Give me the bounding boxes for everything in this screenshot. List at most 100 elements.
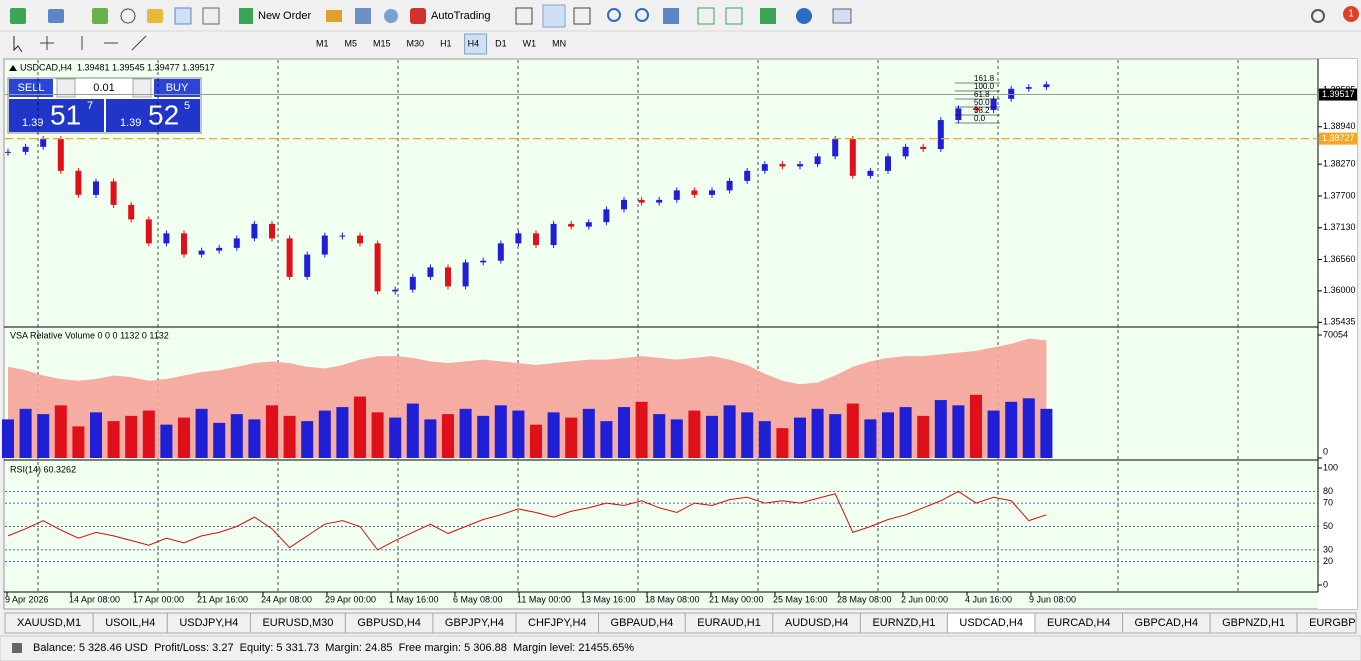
candle [779,164,786,167]
volume-bar [864,419,877,458]
volume-bar [424,419,437,458]
icon[interactable] [725,7,743,25]
icon[interactable] [384,9,398,23]
candle [22,146,29,152]
timeframe[interactable]: M5 [345,38,358,48]
x-tick-label: 28 May 08:00 [837,594,892,604]
buy-price-box[interactable] [106,99,200,132]
volume-bar [618,407,630,458]
volume-bar [494,405,507,458]
volume-bar [811,408,824,458]
volume-bar [582,408,595,458]
auto-trading[interactable]: AutoTrading [431,10,491,22]
timeframe[interactable]: M15 [373,38,391,48]
timeframe[interactable]: W1 [523,38,537,48]
timeframe[interactable]: MN [552,38,566,48]
tab-label[interactable]: GBPJPY,H4 [445,617,504,629]
x-tick-label: 4 Jun 16:00 [965,594,1012,604]
tab-label[interactable]: GBPAUD,H4 [611,617,674,629]
icon[interactable] [326,10,342,22]
icon[interactable] [239,8,253,24]
line-tools[interactable] [81,35,147,51]
icon[interactable] [697,7,715,25]
icon[interactable] [48,9,64,23]
timeframe-active [464,33,488,55]
new-order[interactable]: New Order [258,10,312,22]
buy-label[interactable]: BUY [166,82,189,94]
icon[interactable] [542,4,566,28]
fib-label: 38.2 [974,106,990,115]
volume-bar [213,422,226,458]
buy-price-big: 1.39 [120,117,141,129]
icon[interactable] [147,9,163,23]
icon[interactable] [607,8,621,22]
icon[interactable] [10,8,26,24]
tab[interactable] [1296,612,1357,634]
candle [1008,88,1015,99]
search[interactable] [1311,9,1325,23]
x-tick-label: 21 May 00:00 [709,594,764,604]
tab-label[interactable]: GBPCAD,H4 [1135,617,1199,629]
tab-label[interactable]: EURGBP [1309,617,1355,629]
tab-label[interactable]: AUDUSD,H4 [785,617,849,629]
volume-bar [178,417,190,458]
tab-label[interactable]: GBPNZD,H1 [1222,617,1285,629]
timeframe[interactable]: D1 [495,38,507,48]
candle [814,156,821,165]
icon[interactable] [635,8,649,22]
icon[interactable] [202,7,220,25]
icon[interactable] [573,7,591,25]
volume-bar [987,410,1000,458]
tab-label[interactable]: EURNZD,H1 [872,617,935,629]
tab-label[interactable]: EURCAD,H4 [1047,617,1111,629]
volume-bar [389,417,402,458]
sell-price-box[interactable] [9,99,104,132]
icon[interactable] [410,8,426,24]
cursor-tool[interactable] [13,36,23,53]
tab-label[interactable]: USDJPY,H4 [179,617,238,629]
notification-badge[interactable] [1343,6,1359,22]
timeframe[interactable]: H1 [440,38,452,48]
lot-up[interactable] [132,78,152,98]
crosshair-tool[interactable] [40,36,54,50]
icon[interactable] [663,8,679,24]
tab-label[interactable]: EURUSD,M30 [262,617,333,629]
candle [1043,84,1050,88]
volume-bar [917,415,930,458]
sell-label[interactable]: SELL [18,82,45,94]
icon[interactable] [120,8,136,24]
volume-bar [195,408,208,458]
sell-price-big: 1.39 [22,117,43,129]
tab-label[interactable]: USDCAD,H4 [959,617,1023,629]
volume-bar [970,394,982,458]
icon[interactable] [355,8,371,24]
icon[interactable] [174,7,192,25]
volume-bar [2,419,14,458]
volume-bar [336,407,349,458]
y-tick-label: 50 [1323,521,1333,531]
x-tick-label: 9 Jun 08:00 [1029,594,1076,604]
timeframe[interactable]: H4 [468,38,480,48]
volume-bar [142,410,155,458]
tab-label[interactable]: CHFJPY,H4 [528,617,586,629]
lot-input[interactable]: 0.01 [93,82,114,94]
lot-down[interactable] [56,78,76,98]
icon[interactable] [92,8,108,24]
volume-bar [230,414,243,458]
status-bg [0,635,1361,661]
tab-label[interactable]: USOIL,H4 [105,617,155,629]
volume-bar [670,419,683,458]
candle [93,181,99,195]
tab-label[interactable]: XAUUSD,M1 [17,617,81,629]
sell-button[interactable] [9,79,53,97]
tab-label[interactable]: EURAUD,H1 [697,617,761,629]
icon[interactable] [760,8,776,24]
tab-label[interactable]: GBPUSD,H4 [357,617,421,629]
candle [797,164,803,167]
timeframe[interactable]: M1 [316,38,329,48]
icon[interactable] [796,8,812,24]
icon[interactable] [515,7,533,25]
icon[interactable] [832,8,852,24]
timeframe[interactable]: M30 [407,38,425,48]
buy-button[interactable] [154,79,200,97]
